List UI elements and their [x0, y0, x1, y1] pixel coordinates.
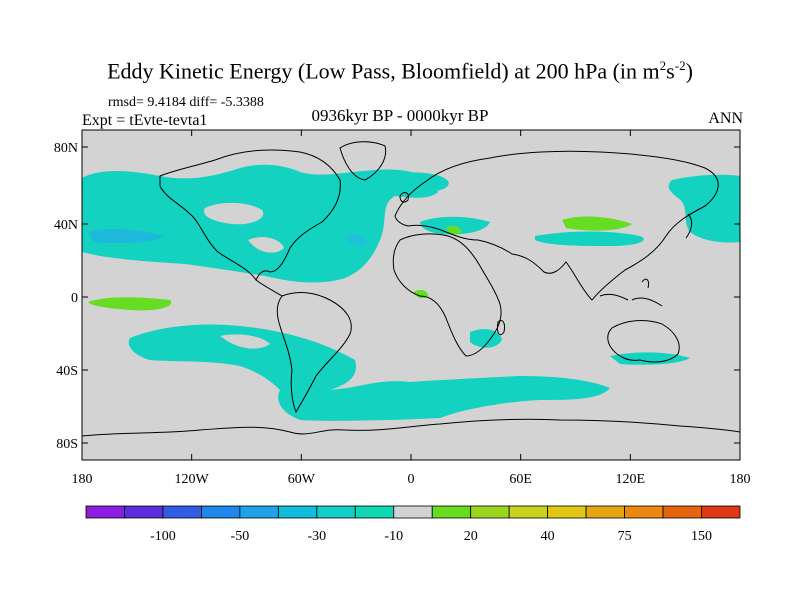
positive-region-med — [446, 225, 462, 235]
lon-label: 120W — [175, 472, 210, 487]
colorbar-swatch — [277, 505, 318, 519]
season-label: ANN — [708, 110, 743, 127]
colorbar-swatch — [393, 505, 433, 519]
colorbar-label: -10 — [384, 529, 403, 544]
grey-patch-canada — [203, 202, 264, 225]
colorbar-label: 20 — [464, 529, 478, 544]
madagascar-coast — [497, 319, 505, 336]
stats-text: rmsd= 9.4184 diff= -5.3388 — [108, 95, 264, 110]
lat-label: 80N — [54, 141, 78, 156]
positive-region-asia — [562, 216, 632, 231]
colorbar-swatch — [508, 505, 549, 519]
maritime-continent-coast — [599, 278, 663, 307]
colorbar-label: -50 — [231, 529, 250, 544]
experiment-label: Expt = tEvte-tevta1 — [82, 112, 208, 129]
eurasia-coast — [394, 150, 719, 301]
lat-label: 0 — [71, 291, 78, 306]
colorbar-swatch — [585, 505, 625, 519]
colorbar — [85, 505, 741, 519]
colorbar-swatch — [547, 505, 587, 519]
colorbar-label: 40 — [541, 529, 555, 544]
anomaly-core-atlantic — [345, 234, 367, 246]
anomaly-core-pacific — [88, 229, 165, 244]
colorbar-label: 150 — [691, 529, 712, 544]
greenland-coast — [339, 141, 387, 181]
south-america-coast — [276, 292, 352, 414]
positive-region-tropical-pacific — [88, 297, 172, 311]
lon-label: 60W — [288, 472, 316, 487]
colorbar-swatch — [124, 505, 164, 519]
australia-coast — [607, 320, 680, 363]
grey-patch-us — [248, 237, 284, 253]
colorbar-swatch — [662, 505, 702, 519]
colorbar-swatch — [162, 505, 202, 519]
colorbar-label: 75 — [618, 529, 632, 544]
axis-ticks — [81, 130, 741, 460]
period-label: 0936kyr BP - 0000kyr BP — [311, 106, 489, 125]
colorbar-swatch — [701, 505, 741, 519]
lat-label: 40N — [54, 218, 78, 233]
lat-label: 40S — [56, 364, 78, 379]
plot-title: Eddy Kinetic Energy (Low Pass, Bloomfiel… — [107, 58, 693, 84]
lat-label: 80S — [56, 437, 78, 452]
colorbar-swatch — [85, 505, 125, 519]
japan-coast — [685, 213, 693, 239]
anomaly-region-australia — [610, 352, 690, 365]
colorbar-swatch — [624, 505, 664, 519]
anomaly-region-north-pacific — [82, 164, 438, 283]
anomaly-region-nw-pacific — [668, 174, 740, 243]
anomaly-region-southern-ocean — [128, 324, 611, 421]
anomaly-region-mediterranean — [420, 216, 490, 235]
colorbar-swatch — [431, 505, 472, 519]
lon-label: 180 — [72, 472, 93, 487]
colorbar-swatch — [470, 505, 510, 519]
colorbar-labels: -100 -50 -30 -10 20 40 75 150 — [150, 529, 712, 544]
colorbar-label: -100 — [150, 529, 176, 544]
lon-label: 0 — [408, 472, 415, 487]
anomaly-region-central-asia — [535, 231, 644, 246]
uk-coast — [399, 192, 409, 203]
colorbar-swatch — [239, 505, 279, 519]
central-america-coast — [255, 279, 283, 297]
axis-tick-labels: 80N 40N 0 40S 80S 180 120W 60W 0 60E 120E 180 — [54, 141, 751, 487]
lon-label: 60E — [509, 472, 532, 487]
colorbar-swatch — [201, 505, 241, 519]
coastlines — [82, 141, 740, 437]
antarctica-coast — [82, 418, 740, 437]
colorbar-swatch — [316, 505, 356, 519]
grey-patch-south-pacific — [220, 334, 270, 349]
colorbar-label: -30 — [307, 529, 326, 544]
colorbar-swatch — [354, 505, 395, 519]
lon-label: 180 — [730, 472, 751, 487]
lon-label: 120E — [616, 472, 646, 487]
africa-coast — [392, 233, 502, 357]
north-america-coast — [159, 149, 341, 281]
anomaly-fields — [82, 164, 740, 421]
